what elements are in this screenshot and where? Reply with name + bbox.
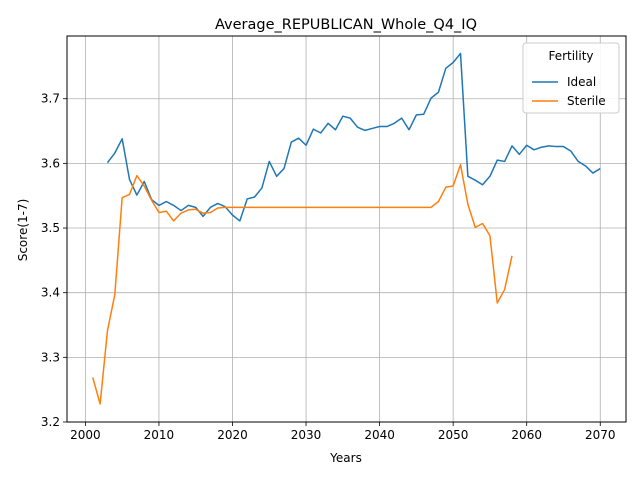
x-axis: 2000 2010 2020 2030 2040 2050 2060 2070 — [70, 422, 616, 442]
x-tick-label: 2040 — [364, 428, 395, 442]
y-tick-label: 3.5 — [41, 221, 60, 235]
x-tick-label: 2050 — [438, 428, 469, 442]
y-axis: 3.2 3.3 3.4 3.5 3.6 3.7 — [41, 92, 67, 429]
legend-label-ideal: Ideal — [567, 75, 596, 89]
plot-lines — [92, 52, 601, 405]
x-tick-label: 2070 — [585, 428, 616, 442]
legend: Fertility Ideal Sterile — [522, 42, 620, 114]
legend-label-sterile: Sterile — [567, 94, 606, 108]
y-axis-label: Score(1-7) — [16, 199, 30, 262]
x-tick-label: 2000 — [70, 428, 101, 442]
chart-title: Average_REPUBLICAN_Whole_Q4_IQ — [215, 17, 477, 33]
series-line-sterile — [92, 163, 513, 405]
y-tick-label: 3.2 — [41, 415, 60, 429]
series-line-ideal — [106, 52, 601, 222]
y-tick-label: 3.3 — [41, 350, 60, 364]
y-tick-label: 3.7 — [41, 92, 60, 106]
legend-box — [522, 42, 620, 114]
x-tick-label: 2030 — [291, 428, 322, 442]
y-tick-label: 3.6 — [41, 156, 60, 170]
x-tick-label: 2020 — [217, 428, 248, 442]
x-tick-label: 2010 — [144, 428, 175, 442]
plot-frame — [66, 35, 627, 423]
x-axis-label: Years — [329, 451, 362, 465]
legend-title: Fertility — [548, 49, 593, 63]
y-tick-label: 3.4 — [41, 286, 60, 300]
x-tick-label: 2060 — [511, 428, 542, 442]
